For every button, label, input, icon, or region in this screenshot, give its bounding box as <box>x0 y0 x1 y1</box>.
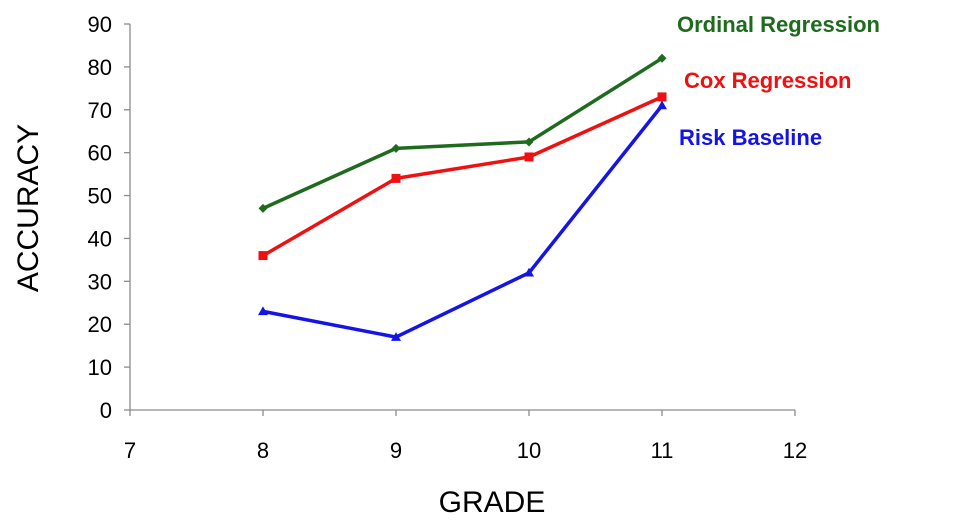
data-point-triangle <box>657 100 667 110</box>
data-point-triangle <box>524 267 534 277</box>
data-point-triangle <box>391 332 401 341</box>
data-point-square <box>391 173 401 183</box>
series-labels: Ordinal Regression Cox Regression Risk B… <box>677 12 880 150</box>
data-point-square <box>657 92 667 102</box>
data-point-triangle <box>258 306 268 316</box>
x-axis: 7 8 9 10 11 12 <box>124 409 807 463</box>
x-tick-label: 9 <box>390 438 402 463</box>
data-point-square <box>258 251 268 261</box>
x-axis-title: GRADE <box>439 486 546 519</box>
y-tick-label: 50 <box>88 184 112 209</box>
x-tick-label: 10 <box>517 438 541 463</box>
y-tick-label: 30 <box>88 269 112 294</box>
y-axis-title: ACCURACY <box>12 124 45 292</box>
y-tick-label: 10 <box>88 355 112 380</box>
y-tick-label: 0 <box>100 398 112 423</box>
series-label-ordinal-regression: Ordinal Regression <box>677 12 880 37</box>
series-cox-regression <box>258 92 667 261</box>
data-point-diamond <box>524 137 534 147</box>
series-line <box>261 95 664 258</box>
y-tick-label: 70 <box>88 98 112 123</box>
y-tick-label: 80 <box>88 55 112 80</box>
series-line <box>261 56 664 211</box>
x-tick-label: 7 <box>124 438 136 463</box>
series-label-cox-regression: Cox Regression <box>684 68 852 93</box>
y-tick-label: 60 <box>88 141 112 166</box>
series-risk-baseline <box>258 100 667 341</box>
x-tick-label: 11 <box>651 438 674 463</box>
plot-series <box>258 53 667 341</box>
y-tick-label: 40 <box>88 226 112 251</box>
series-line <box>261 103 664 339</box>
data-point-diamond <box>657 53 667 63</box>
y-tick-label: 20 <box>88 312 112 337</box>
x-tick-label: 8 <box>257 438 269 463</box>
series-ordinal-regression <box>258 53 667 213</box>
y-axis: 0 10 20 30 40 50 60 70 80 90 <box>88 12 131 423</box>
y-tick-label: 90 <box>88 12 112 37</box>
data-point-diamond <box>391 143 401 153</box>
series-label-risk-baseline: Risk Baseline <box>679 125 822 150</box>
data-point-diamond <box>258 203 268 213</box>
x-tick-label: 12 <box>783 438 807 463</box>
data-point-square <box>524 152 534 162</box>
